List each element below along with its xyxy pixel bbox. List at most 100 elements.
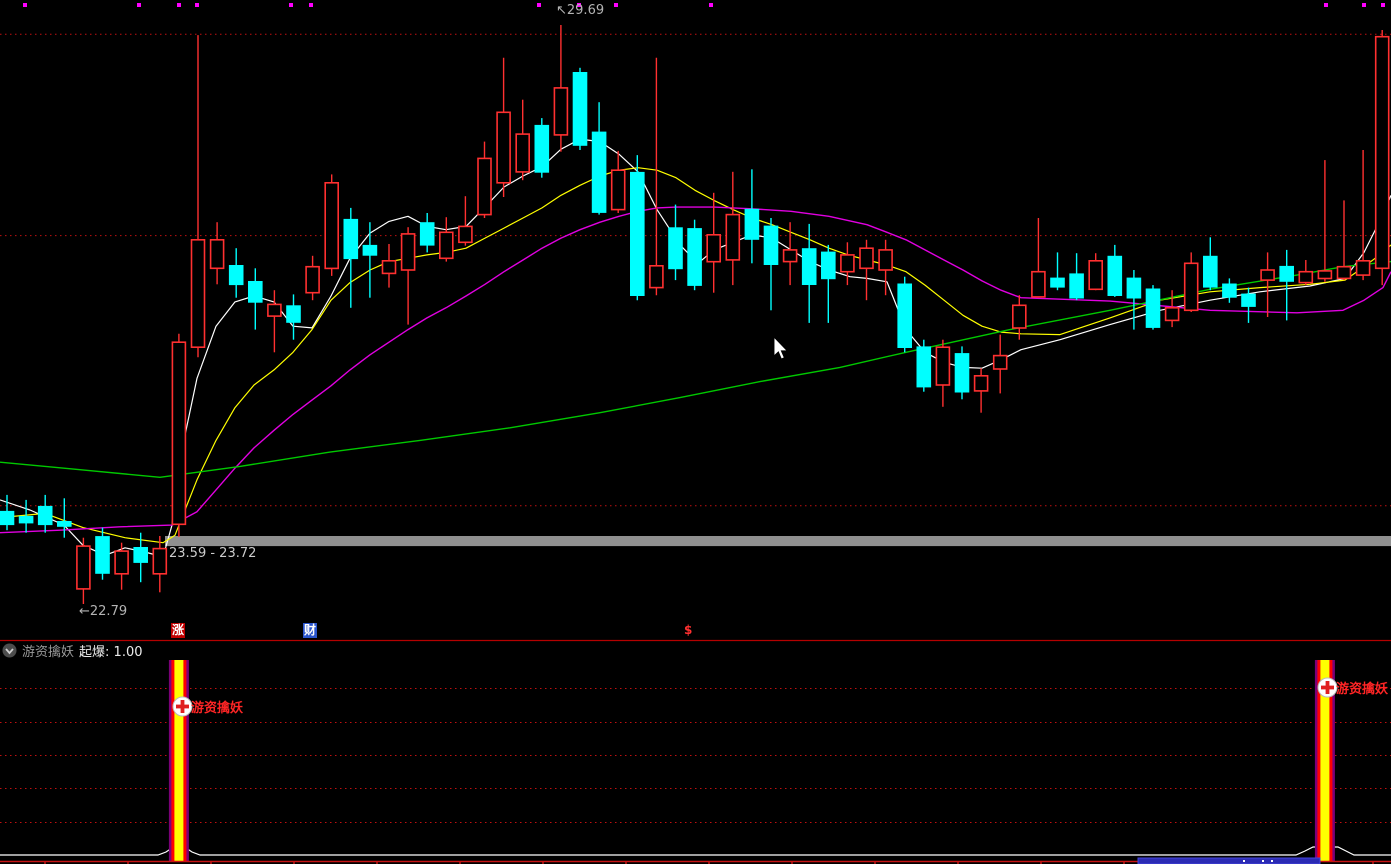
candle-body	[1107, 255, 1123, 297]
candle[interactable]	[324, 174, 340, 276]
scrollbar-speck	[1271, 860, 1273, 862]
event-marker-zhang[interactable]: 涨	[171, 623, 185, 638]
candle[interactable]	[171, 333, 187, 537]
candle[interactable]	[782, 222, 798, 286]
event-marker-cai[interactable]: 财	[303, 623, 317, 638]
candle[interactable]	[209, 222, 225, 285]
candle[interactable]	[362, 222, 378, 298]
candle[interactable]	[1088, 253, 1103, 291]
candle-body	[56, 520, 72, 527]
candle[interactable]	[458, 196, 473, 246]
candle[interactable]	[553, 25, 569, 152]
candle[interactable]	[400, 227, 416, 325]
candle[interactable]	[228, 248, 244, 298]
candle[interactable]	[878, 239, 893, 296]
high-price-label: ↖29.69	[556, 3, 605, 18]
ma-line-ma2	[0, 167, 1391, 544]
candle[interactable]	[897, 276, 913, 353]
candle[interactable]	[1183, 252, 1199, 312]
candle[interactable]	[706, 192, 722, 293]
candle[interactable]	[534, 118, 550, 178]
candle[interactable]	[1222, 278, 1237, 303]
candle[interactable]	[687, 219, 702, 291]
candle[interactable]	[954, 346, 970, 400]
indicator-param: 起爆: 1.00	[79, 644, 143, 660]
signal-bar-core	[174, 660, 184, 861]
candle[interactable]	[305, 255, 320, 301]
candle[interactable]	[267, 290, 282, 353]
candle[interactable]	[152, 536, 168, 593]
candle[interactable]	[76, 537, 91, 604]
candle[interactable]	[572, 67, 588, 150]
candle-body	[859, 247, 874, 270]
candle[interactable]	[763, 218, 779, 311]
candle[interactable]	[248, 268, 263, 330]
cursor-arrow-icon	[773, 335, 789, 360]
candle-body	[1164, 306, 1180, 322]
candle[interactable]	[1011, 295, 1027, 340]
candle[interactable]	[1145, 285, 1161, 330]
candle[interactable]	[1298, 260, 1314, 286]
candle[interactable]	[1164, 290, 1180, 328]
candle[interactable]	[649, 57, 664, 296]
bottom-scrollbar-thumb[interactable]	[1137, 857, 1321, 864]
candle[interactable]	[1355, 150, 1371, 281]
candle[interactable]	[1374, 30, 1390, 286]
candle[interactable]	[1336, 200, 1352, 281]
candle[interactable]	[1317, 160, 1333, 282]
candle[interactable]	[916, 339, 932, 392]
candle[interactable]	[1050, 252, 1065, 291]
event-dot	[537, 3, 541, 7]
candle[interactable]	[820, 244, 836, 323]
candle-body	[458, 225, 473, 244]
low-price-label: ←22.79	[79, 604, 128, 619]
collapse-icon[interactable]	[2, 643, 17, 658]
candle[interactable]	[1241, 287, 1256, 323]
candle[interactable]	[610, 150, 626, 213]
signal-bar	[168, 660, 189, 861]
candle[interactable]	[18, 499, 34, 533]
candle[interactable]	[840, 242, 855, 286]
candle[interactable]	[629, 155, 645, 301]
candle[interactable]	[0, 494, 15, 531]
candle[interactable]	[1279, 249, 1294, 321]
candle[interactable]	[973, 368, 989, 413]
candle-body	[419, 222, 435, 246]
event-marker-dollar[interactable]: $	[684, 623, 693, 637]
candle[interactable]	[801, 223, 817, 323]
candle[interactable]	[1126, 270, 1142, 330]
candle[interactable]	[591, 102, 607, 215]
candle[interactable]	[419, 213, 435, 253]
candle[interactable]	[668, 204, 683, 281]
candle-body	[1203, 255, 1218, 288]
candle[interactable]	[343, 207, 359, 308]
candle[interactable]	[477, 141, 492, 218]
candle[interactable]	[725, 171, 741, 286]
candle[interactable]	[381, 244, 397, 288]
candle[interactable]	[56, 498, 72, 538]
candle-body	[133, 546, 148, 563]
candle[interactable]	[515, 99, 531, 181]
candle-body	[878, 249, 893, 271]
candle[interactable]	[133, 532, 148, 583]
signal-cross-icon	[172, 696, 193, 717]
candle[interactable]	[1069, 253, 1084, 301]
event-dot	[309, 3, 313, 7]
candle[interactable]	[1260, 252, 1275, 317]
candle[interactable]	[37, 494, 53, 533]
candle[interactable]	[438, 217, 454, 262]
candle[interactable]	[95, 527, 110, 580]
candle[interactable]	[992, 334, 1008, 394]
candle[interactable]	[1031, 218, 1046, 298]
candle[interactable]	[859, 239, 874, 301]
candle[interactable]	[1203, 237, 1218, 291]
candle[interactable]	[114, 542, 129, 590]
candle[interactable]	[744, 169, 760, 264]
candle[interactable]	[190, 35, 206, 358]
candle[interactable]	[496, 57, 511, 197]
candle[interactable]	[286, 294, 301, 340]
candle[interactable]	[1107, 244, 1123, 297]
candle[interactable]	[935, 339, 951, 407]
